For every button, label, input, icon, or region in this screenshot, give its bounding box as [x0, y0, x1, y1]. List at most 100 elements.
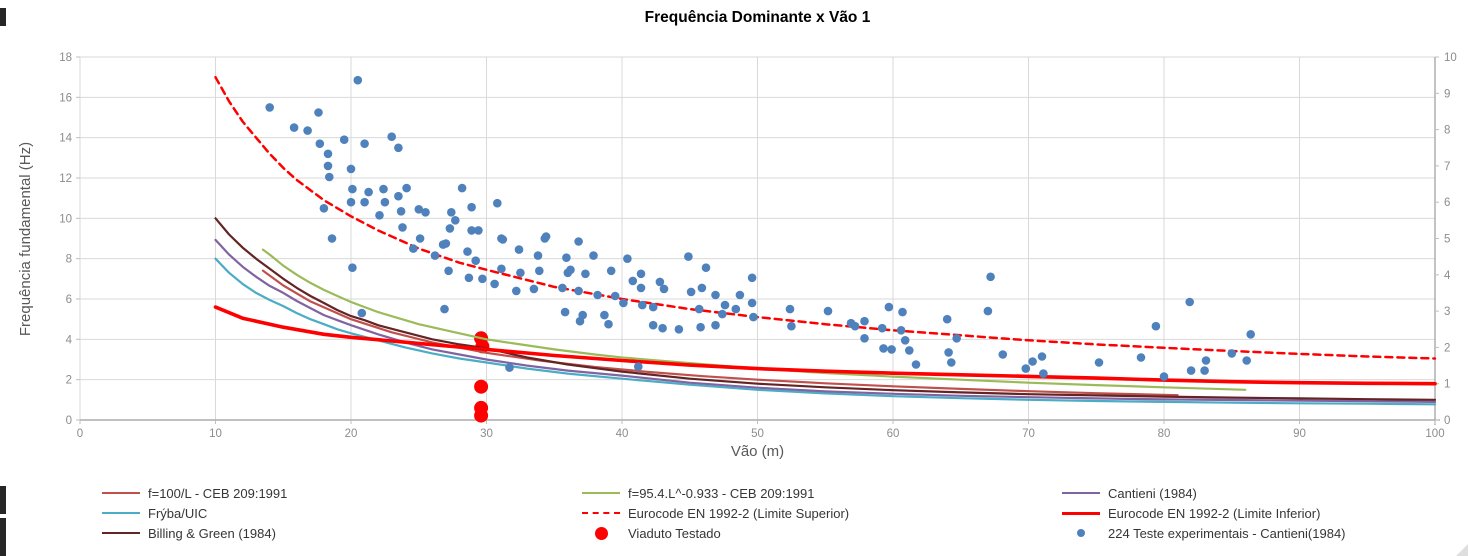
- legend-label-green95: f=95.4.L^-0.933 - CEB 209:1991: [628, 485, 815, 501]
- data-point-testes: [718, 309, 727, 319]
- data-point-testes: [529, 284, 539, 294]
- data-point-testes: [512, 286, 521, 296]
- x-tick-label: 80: [1158, 428, 1171, 440]
- resize-corner-artifact: [1456, 544, 1468, 556]
- data-point-testes: [589, 251, 598, 260]
- data-point-testes: [364, 187, 373, 197]
- data-point-testes: [514, 245, 524, 254]
- legend-line-marker-billing: [100, 532, 142, 534]
- data-point-testes: [1227, 349, 1237, 358]
- screen-edge-artifact-bottom-2: [0, 518, 6, 556]
- y-right-tick-label: 1: [1444, 379, 1450, 391]
- data-point-testes: [357, 308, 367, 318]
- data-point-testes: [541, 232, 551, 241]
- legend-line-marker-f100: [100, 492, 142, 494]
- y-left-tick-label: 0: [66, 415, 72, 427]
- legend-label-eurocode_inf: Eurocode EN 1992-2 (Limite Inferior): [1108, 505, 1321, 521]
- data-point-testes: [1159, 372, 1169, 381]
- data-point-testes: [289, 123, 299, 132]
- legend-item-cantieni[interactable]: Cantieni (1984): [1060, 483, 1346, 503]
- data-point-testes: [636, 283, 646, 293]
- chart-plot-area[interactable]: 0 10 20 30 40 50 60 70 80 90 100024681012141618012…: [0, 0, 1468, 480]
- y-left-tick-label: 2: [66, 375, 72, 387]
- data-point-testes: [648, 320, 658, 330]
- data-point-testes: [1021, 364, 1031, 373]
- data-point-testes: [505, 363, 514, 372]
- data-point-testes: [560, 307, 570, 317]
- data-point-testes: [697, 283, 707, 293]
- data-point-testes: [619, 298, 628, 308]
- data-point-testes: [1201, 356, 1211, 365]
- data-point-testes: [327, 234, 337, 243]
- data-point-testes: [348, 184, 357, 194]
- legend-dot-marker-viaduto: [580, 526, 622, 540]
- data-point-testes: [787, 321, 796, 331]
- data-point-testes: [610, 291, 620, 301]
- legend-item-eurocode_inf[interactable]: Eurocode EN 1992-2 (Limite Inferior): [1060, 503, 1346, 523]
- data-point-testes: [731, 304, 741, 314]
- legend-item-green95[interactable]: f=95.4.L^-0.933 - CEB 209:1991: [580, 483, 849, 503]
- data-point-testes: [623, 254, 632, 263]
- legend-label-viaduto: Viaduto Testado: [628, 525, 721, 541]
- data-point-testes: [394, 143, 403, 153]
- data-point-testes: [1200, 366, 1209, 375]
- y-right-tick-label: 3: [1444, 306, 1450, 318]
- data-point-testes: [655, 277, 665, 287]
- data-point-testes: [451, 216, 460, 225]
- data-point-testes: [711, 320, 720, 330]
- data-point-testes: [562, 253, 571, 262]
- data-point-testes: [720, 300, 730, 310]
- data-point-testes: [574, 286, 583, 296]
- data-point-testes: [315, 139, 325, 148]
- legend-item-billing[interactable]: Billing & Green (1984): [100, 523, 287, 543]
- data-point-testes: [658, 323, 667, 333]
- series-eurocode_inf: [213, 305, 1437, 386]
- data-point-testes: [325, 172, 334, 182]
- data-point-testes: [394, 191, 403, 201]
- data-point-testes: [877, 323, 887, 333]
- data-point-testes: [684, 252, 693, 261]
- legend-item-fryba[interactable]: Frýba/UIC: [100, 503, 287, 523]
- data-point-testes: [850, 321, 860, 331]
- data-point-testes: [1094, 358, 1104, 367]
- legend-dot-marker-testes: [1060, 529, 1102, 537]
- data-point-testes: [265, 103, 275, 112]
- data-point-testes: [1039, 369, 1048, 378]
- data-point-testes: [749, 312, 758, 322]
- series-eurocode_sup: [214, 75, 1437, 360]
- data-point-testes: [674, 325, 684, 334]
- data-point-testes: [387, 132, 397, 141]
- legend-column-3: Cantieni (1984) Eurocode EN 1992-2 (Limit…: [1060, 483, 1346, 543]
- data-point-testes: [471, 256, 481, 266]
- legend-item-testes[interactable]: 224 Teste experimentais - Cantieni(1984): [1060, 523, 1346, 543]
- data-point-testes: [944, 348, 953, 357]
- chart-legend: f=100/L - CEB 209:1991 Frýba/UIC Billing &…: [0, 483, 1468, 545]
- data-point-testes: [467, 202, 476, 212]
- data-point-testes: [467, 226, 476, 235]
- data-point-testes: [441, 239, 451, 248]
- x-tick-label: 10: [209, 428, 222, 440]
- data-point-testes: [998, 350, 1008, 359]
- data-point-testes: [409, 244, 418, 253]
- axes: [76, 56, 1440, 425]
- legend-column-2: f=95.4.L^-0.933 - CEB 209:1991 Eurocode E…: [580, 483, 849, 543]
- series-fryba: [214, 257, 1437, 406]
- y-left-tick-label: 6: [66, 294, 72, 306]
- legend-item-viaduto[interactable]: Viaduto Testado: [580, 523, 849, 543]
- data-point-testes: [566, 265, 575, 275]
- x-tick-label: 20: [345, 428, 358, 440]
- data-point-testes: [578, 310, 587, 320]
- data-point-testes: [1028, 357, 1037, 366]
- tick-labels: 0 10 20 30 40 50 60 70 80 90 100024681012141618012…: [59, 52, 1457, 440]
- y-left-tick-label: 8: [66, 254, 72, 266]
- legend-column-1: f=100/L - CEB 209:1991 Frýba/UIC Billing &…: [100, 483, 287, 543]
- y-right-tick-label: 10: [1444, 52, 1457, 64]
- series-testes: [265, 75, 1255, 381]
- legend-item-f100[interactable]: f=100/L - CEB 209:1991: [100, 483, 287, 503]
- y-left-tick-label: 14: [59, 133, 72, 145]
- y-right-tick-label: 6: [1444, 197, 1450, 209]
- legend-item-eurocode_sup[interactable]: Eurocode EN 1992-2 (Limite Superior): [580, 503, 849, 523]
- data-point-testes: [952, 334, 961, 343]
- x-tick-label: 100: [1425, 428, 1444, 440]
- data-point-testes: [339, 135, 349, 144]
